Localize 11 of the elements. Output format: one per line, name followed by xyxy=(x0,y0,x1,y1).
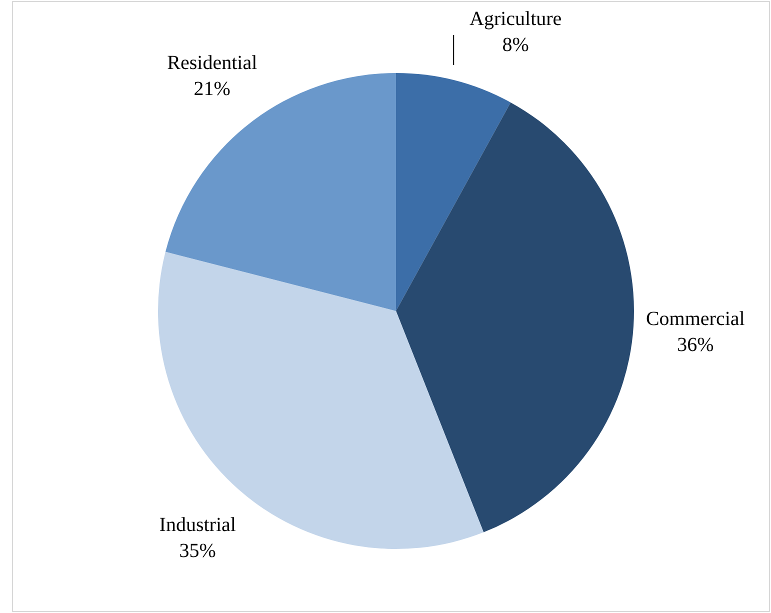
pie-slice xyxy=(396,73,511,311)
slice-label: Commercial xyxy=(646,308,746,330)
data-label: 35% xyxy=(179,540,216,562)
pie-slice xyxy=(165,73,396,311)
data-label: 8% xyxy=(502,34,529,56)
pie-slice xyxy=(396,102,634,532)
data-label: 21% xyxy=(194,78,230,100)
slice-label: Residential xyxy=(167,52,258,74)
slice-label: Agriculture xyxy=(470,8,562,30)
data-label: 36% xyxy=(677,334,714,356)
slice-label: Industrial xyxy=(159,514,236,536)
